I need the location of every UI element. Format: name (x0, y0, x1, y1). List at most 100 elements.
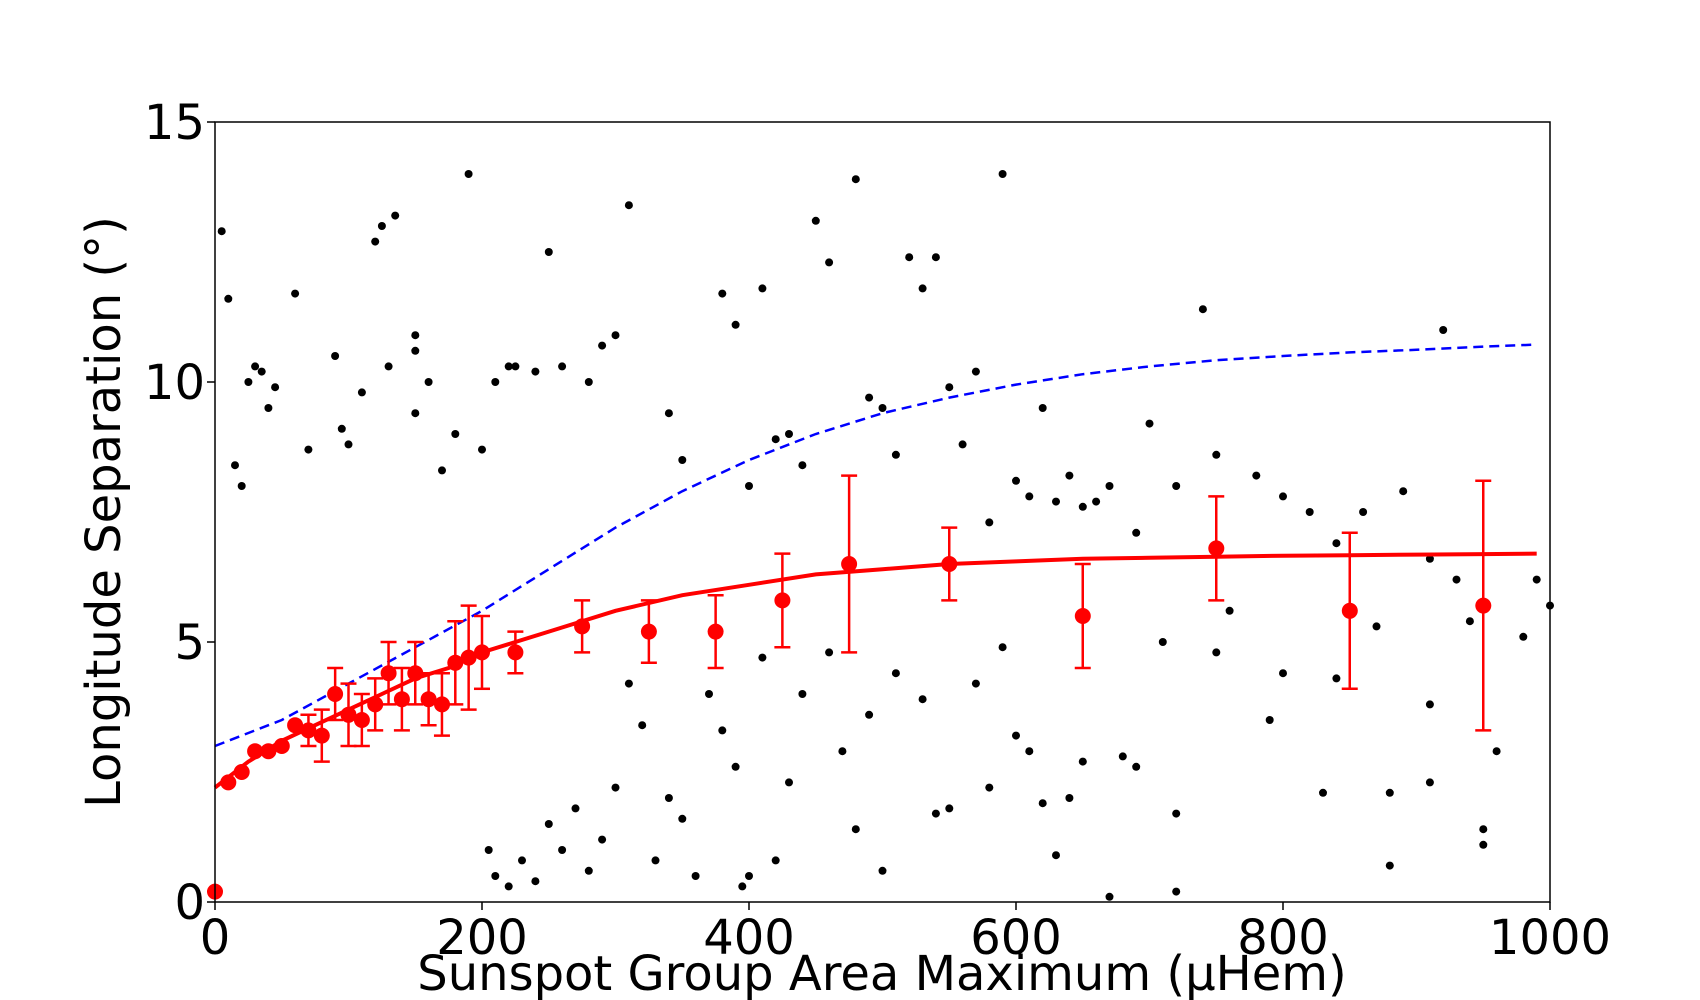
scatter-point (484, 846, 493, 854)
x-tick-label: 800 (1237, 910, 1329, 966)
scatter-point (1385, 861, 1394, 870)
scatter-point (825, 648, 834, 657)
binned-point (407, 665, 424, 682)
scatter-point (544, 248, 553, 256)
scatter-point (571, 804, 580, 813)
scatter-point (678, 814, 687, 823)
scatter-point (758, 653, 767, 662)
y-tick-label: 5 (174, 615, 205, 671)
scatter-point (971, 367, 980, 376)
scatter-point (891, 669, 900, 678)
scatter-point (1025, 747, 1034, 756)
binned-point (1074, 608, 1091, 624)
scatter-point (785, 778, 793, 787)
x-tick-label: 0 (200, 910, 231, 966)
scatter-point (598, 835, 607, 844)
scatter-point (304, 445, 313, 454)
scatter-point (945, 804, 954, 813)
scatter-point (1332, 539, 1341, 548)
binned-point (420, 691, 437, 708)
binned-point (393, 691, 410, 708)
binned-point (474, 644, 490, 661)
scatter-point (511, 362, 520, 371)
scatter-point (1532, 575, 1541, 584)
scatter-point (291, 289, 300, 298)
binned-point (367, 696, 384, 713)
scatter-point (1279, 492, 1287, 501)
y-axis-label: Longitude Separation (°) (76, 216, 132, 808)
scatter-point (478, 445, 486, 454)
y-tick-label: 10 (144, 355, 205, 411)
scatter-point (424, 378, 433, 386)
scatter-point (451, 430, 460, 438)
scatter-point (1519, 632, 1528, 641)
scatter-point (224, 294, 233, 303)
scatter-point (1105, 892, 1114, 901)
scatter-point (851, 825, 860, 834)
scatter-point (624, 201, 633, 210)
scatter-point (731, 762, 740, 771)
scatter-point (1252, 471, 1261, 480)
scatter-point (1145, 419, 1154, 428)
scatter-point (558, 362, 567, 371)
scatter-point (464, 170, 473, 178)
scatter-point (344, 440, 353, 449)
scatter-point (798, 690, 807, 698)
scatter-point (264, 404, 273, 412)
scatter-point (251, 362, 260, 371)
scatter-point (544, 820, 553, 828)
scatter-point (1479, 825, 1488, 834)
scatter-point (738, 882, 747, 891)
scatter-point (718, 289, 727, 298)
binned-point (1208, 540, 1225, 557)
binned-point (434, 696, 450, 713)
scatter-point (558, 846, 567, 854)
binned-point (507, 644, 524, 661)
binned-point (260, 743, 277, 760)
binned-point (574, 618, 591, 635)
scatter-point (971, 679, 980, 688)
x-tick-label: 600 (970, 910, 1062, 966)
binned-point (380, 665, 397, 682)
scatter-point (491, 378, 500, 386)
scatter-point (918, 695, 927, 704)
scatter-point (584, 866, 593, 875)
scatter-point (1092, 497, 1101, 506)
upper-fit-curve (214, 343, 1537, 748)
binned-point (327, 686, 344, 702)
scatter-point (745, 872, 753, 880)
scatter-point (731, 320, 740, 329)
scatter-point (411, 331, 420, 340)
scatter-point (257, 367, 266, 376)
scatter-point (691, 872, 700, 880)
scatter-point (771, 856, 780, 865)
binned-point (841, 556, 858, 572)
scatter-point (811, 216, 820, 225)
scatter-point (438, 466, 446, 475)
scatter-point (1065, 794, 1074, 802)
scatter-point (1172, 482, 1181, 490)
scatter-point (664, 409, 673, 418)
scatter-point (705, 690, 713, 698)
scatter-point (851, 175, 860, 184)
scatter-point (531, 367, 540, 376)
scatter-point (1399, 487, 1408, 496)
scatter-point (1319, 788, 1327, 797)
x-tick-label: 400 (703, 910, 795, 966)
scatter-point (745, 482, 753, 490)
scatter-point (1025, 492, 1034, 501)
scatter-point (1479, 840, 1488, 849)
scatter-point (1425, 700, 1434, 709)
scatter-point (1158, 638, 1167, 646)
scatter-point (504, 362, 513, 371)
binned-point (447, 654, 464, 671)
scatter-point (217, 227, 226, 236)
scatter-point (598, 341, 607, 350)
scatter-point (244, 378, 253, 386)
scatter-point (985, 518, 994, 527)
scatter-point (624, 679, 633, 688)
scatter-point (891, 450, 900, 459)
x-axis-label: Sunspot Group Area Maximum (μHem) (417, 946, 1346, 1000)
scatter-point (1265, 716, 1274, 724)
